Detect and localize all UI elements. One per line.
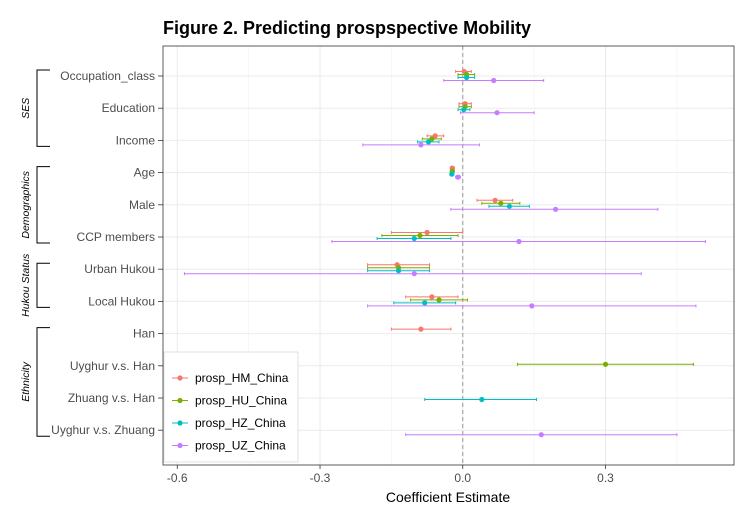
data-point: [417, 232, 423, 239]
y-tick-label: Income: [116, 133, 156, 147]
legend-label: prosp_HM_China: [195, 371, 289, 385]
group-bracket: [36, 327, 50, 437]
group-label: Hukou Status: [20, 253, 32, 317]
legend-label: prosp_HZ_China: [195, 416, 286, 430]
x-tick-label: 0.0: [454, 471, 471, 485]
legend-key-point: [177, 375, 183, 381]
y-tick-label: Uyghur v.s. Zhuang: [51, 423, 155, 437]
data-point: [418, 142, 424, 148]
chart-title: Figure 2. Predicting prospspective Mobil…: [163, 18, 531, 38]
data-point: [463, 74, 470, 81]
y-tick-label: Urban Hukou: [84, 262, 155, 276]
x-axis: -0.6 -0.3 0.0 0.3: [167, 465, 614, 485]
group-label: Ethnicity: [20, 361, 32, 401]
data-point: [422, 300, 428, 306]
series-layer: [183, 68, 706, 438]
y-tick-label: Local Hukou: [88, 294, 155, 308]
data-point: [425, 139, 432, 145]
data-point: [449, 171, 455, 177]
y-tick-label: Age: [134, 166, 156, 180]
group-bracket: [36, 166, 50, 244]
y-tick-label: Male: [129, 198, 155, 212]
data-point: [429, 136, 435, 142]
y-tick-label: Uyghur v.s. Han: [70, 359, 155, 373]
data-point: [411, 235, 417, 242]
y-axis: Occupation_class Education Income Age Male CC…: [51, 69, 163, 437]
y-tick-label: Occupation_class: [60, 69, 155, 83]
data-point: [492, 197, 498, 203]
data-point: [494, 110, 500, 116]
legend-key-point: [177, 420, 183, 426]
y-tick-label: Han: [133, 327, 155, 341]
data-point: [491, 77, 497, 84]
legend-label: prosp_UZ_China: [195, 439, 286, 453]
data-point: [529, 303, 535, 309]
data-point: [538, 432, 544, 438]
data-point: [432, 133, 438, 139]
data-point: [424, 229, 430, 236]
legend-key-point: [177, 397, 183, 404]
data-point: [552, 206, 559, 212]
group-label: Demographics: [20, 170, 32, 238]
group-brackets: SES Demographics Hukou Status Ethnicity: [20, 69, 50, 437]
x-tick-label: -0.3: [310, 471, 331, 485]
plot-panel: [162, 45, 735, 466]
legend-label: prosp_HU_China: [195, 394, 287, 408]
legend: prosp_HM_China prosp_HU_China prosp_HZ_Chi…: [163, 351, 299, 463]
x-tick-label: -0.6: [167, 471, 188, 485]
data-point: [436, 297, 442, 303]
data-point: [411, 271, 417, 277]
data-point: [455, 174, 461, 180]
group-label: SES: [20, 98, 32, 119]
data-point: [498, 200, 504, 206]
data-point: [516, 238, 522, 245]
group-bracket: [36, 69, 50, 147]
data-point: [461, 107, 467, 113]
data-point: [429, 294, 435, 300]
legend-box: [163, 351, 299, 463]
group-bracket: [36, 262, 50, 308]
data-point: [602, 361, 609, 367]
x-axis-title: Coefficient Estimate: [386, 489, 510, 505]
y-tick-label: Zhuang v.s. Han: [68, 391, 155, 405]
y-tick-label: Education: [102, 101, 155, 115]
x-tick-label: 0.3: [597, 471, 614, 485]
data-point: [395, 268, 402, 274]
legend-key-point: [177, 442, 183, 449]
y-tick-label: CCP members: [77, 230, 155, 244]
data-point: [418, 326, 424, 332]
panel-border: [162, 45, 735, 466]
data-point: [479, 396, 485, 403]
data-point: [506, 203, 513, 209]
